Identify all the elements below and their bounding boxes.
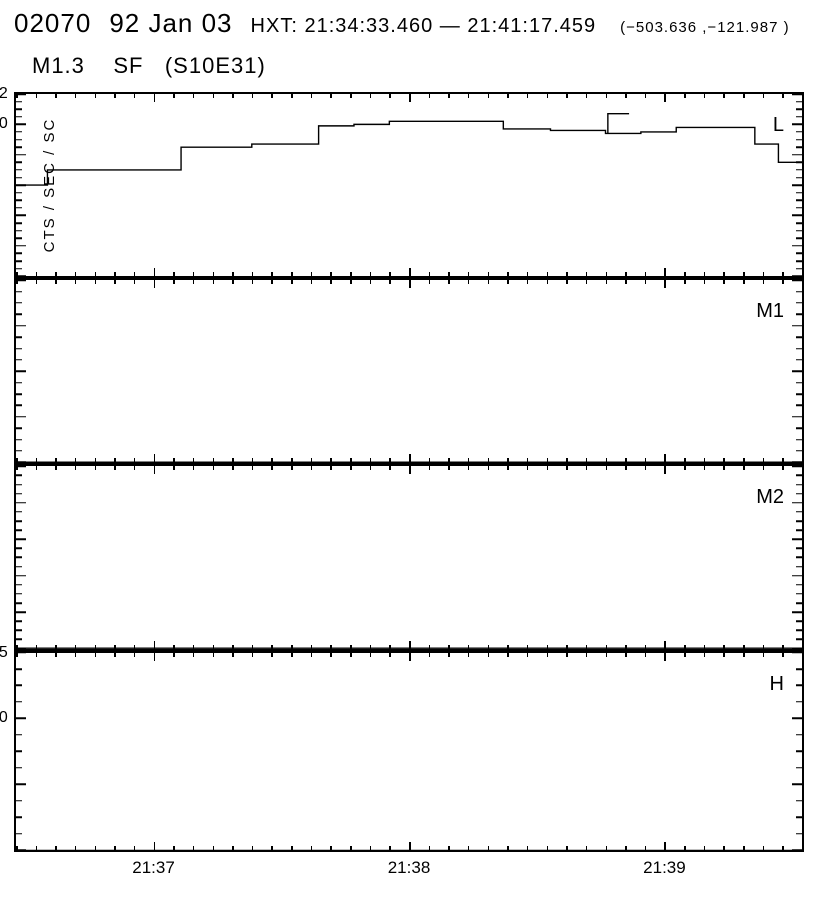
flare-location: (S10E31) <box>165 53 266 78</box>
flare-info-row: M1.3 SF (S10E31) <box>32 53 804 79</box>
y-tick-label-h-10: 10 <box>0 709 8 727</box>
x-tick-label-21-37: 21:37 <box>132 858 175 878</box>
scan-id: 02070 <box>14 8 91 39</box>
data-line-m1 <box>16 280 802 462</box>
chart-header: 02070 92 Jan 03 HXT: 21:34:33.460 — 21:4… <box>14 8 804 83</box>
panel-plot-area-l: CTS / SEC / SC024681012L <box>16 92 802 278</box>
panel-l: CTS / SEC / SC024681012L <box>14 92 804 278</box>
panel-plot-area-m2: 012345M2 <box>16 464 802 650</box>
panel-m1: 01234M1 <box>14 278 804 464</box>
panel-m2: 012345M2 <box>14 464 804 650</box>
panel-container: CTS / SEC / SC024681012L01234M1012345M20… <box>14 92 804 852</box>
data-line-l <box>16 94 802 276</box>
flare-type: SF <box>113 53 143 78</box>
x-tick-label-21-39: 21:39 <box>643 858 686 878</box>
instrument-label: HXT: 21:34:33.460 — 21:41:17.459 <box>251 15 597 38</box>
x-tick-label-21-38: 21:38 <box>388 858 431 878</box>
data-line-h <box>16 653 802 850</box>
panel-plot-area-m1: 01234M1 <box>16 278 802 464</box>
y-tick-label-l-10: 10 <box>0 115 8 133</box>
data-line-m2 <box>16 466 802 648</box>
x-axis-labels: 21:37 21:38 21:39 <box>16 858 802 884</box>
pointing-coords: (−503.636 ,−121.987 ) <box>620 19 789 36</box>
scan-date: 92 Jan 03 <box>109 8 232 39</box>
flare-class: M1.3 <box>32 53 85 78</box>
header-title-row: 02070 92 Jan 03 HXT: 21:34:33.460 — 21:4… <box>14 8 804 39</box>
light-curve-chart: CTS / SEC / SC024681012L01234M1012345M20… <box>14 92 804 852</box>
y-tick-label-l-12: 12 <box>0 85 8 103</box>
y-tick-label-h-15: 15 <box>0 644 8 662</box>
